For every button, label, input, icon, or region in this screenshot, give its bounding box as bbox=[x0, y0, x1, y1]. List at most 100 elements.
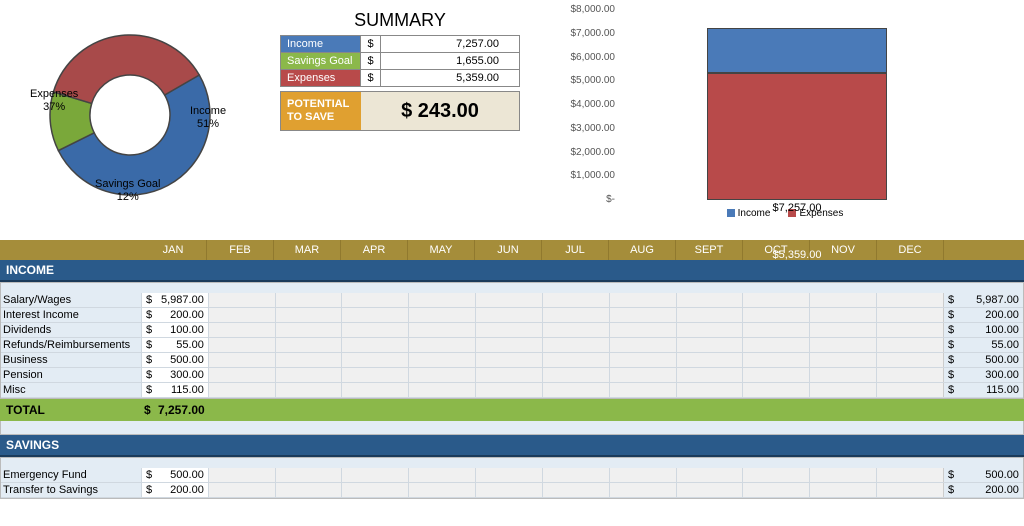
cell-empty[interactable] bbox=[876, 468, 943, 482]
cell-empty[interactable] bbox=[742, 383, 809, 397]
cell-empty[interactable] bbox=[809, 338, 876, 352]
cell-empty[interactable] bbox=[542, 353, 609, 367]
cell-empty[interactable] bbox=[809, 293, 876, 307]
cell-empty[interactable] bbox=[275, 383, 342, 397]
cell-empty[interactable] bbox=[208, 338, 275, 352]
cell-empty[interactable] bbox=[609, 323, 676, 337]
cell-empty[interactable] bbox=[742, 468, 809, 482]
cell-empty[interactable] bbox=[408, 383, 475, 397]
cell-empty[interactable] bbox=[676, 368, 743, 382]
cell-empty[interactable] bbox=[475, 308, 542, 322]
cell-empty[interactable] bbox=[676, 383, 743, 397]
cell-empty[interactable] bbox=[742, 293, 809, 307]
cell-empty[interactable] bbox=[609, 353, 676, 367]
cell-empty[interactable] bbox=[341, 338, 408, 352]
cell-empty[interactable] bbox=[876, 323, 943, 337]
cell-empty[interactable] bbox=[676, 323, 743, 337]
cell-empty[interactable] bbox=[208, 483, 275, 497]
cell-empty[interactable] bbox=[475, 338, 542, 352]
cell-jan[interactable]: $5,987.00 bbox=[141, 293, 208, 307]
cell-empty[interactable] bbox=[609, 308, 676, 322]
cell-empty[interactable] bbox=[676, 468, 743, 482]
cell-jan[interactable]: $200.00 bbox=[141, 308, 208, 322]
cell-empty[interactable] bbox=[609, 338, 676, 352]
cell-empty[interactable] bbox=[742, 483, 809, 497]
cell-empty[interactable] bbox=[341, 383, 408, 397]
cell-empty[interactable] bbox=[475, 353, 542, 367]
cell-empty[interactable] bbox=[408, 323, 475, 337]
cell-empty[interactable] bbox=[542, 383, 609, 397]
cell-jan[interactable]: $100.00 bbox=[141, 323, 208, 337]
cell-empty[interactable] bbox=[208, 353, 275, 367]
cell-jan[interactable]: $55.00 bbox=[141, 338, 208, 352]
cell-empty[interactable] bbox=[275, 468, 342, 482]
cell-empty[interactable] bbox=[475, 293, 542, 307]
cell-empty[interactable] bbox=[876, 353, 943, 367]
cell-empty[interactable] bbox=[876, 383, 943, 397]
cell-empty[interactable] bbox=[809, 323, 876, 337]
cell-empty[interactable] bbox=[341, 353, 408, 367]
cell-empty[interactable] bbox=[742, 323, 809, 337]
cell-jan[interactable]: $300.00 bbox=[141, 368, 208, 382]
cell-empty[interactable] bbox=[676, 293, 743, 307]
cell-empty[interactable] bbox=[275, 353, 342, 367]
cell-jan[interactable]: $500.00 bbox=[141, 468, 208, 482]
cell-jan[interactable]: $200.00 bbox=[141, 483, 208, 497]
cell-empty[interactable] bbox=[408, 483, 475, 497]
cell-empty[interactable] bbox=[809, 383, 876, 397]
cell-empty[interactable] bbox=[542, 293, 609, 307]
cell-empty[interactable] bbox=[609, 293, 676, 307]
cell-empty[interactable] bbox=[408, 368, 475, 382]
cell-empty[interactable] bbox=[275, 338, 342, 352]
cell-empty[interactable] bbox=[742, 338, 809, 352]
cell-empty[interactable] bbox=[809, 483, 876, 497]
cell-empty[interactable] bbox=[408, 468, 475, 482]
cell-empty[interactable] bbox=[742, 353, 809, 367]
cell-empty[interactable] bbox=[275, 308, 342, 322]
cell-empty[interactable] bbox=[208, 293, 275, 307]
cell-empty[interactable] bbox=[676, 308, 743, 322]
cell-empty[interactable] bbox=[408, 308, 475, 322]
cell-empty[interactable] bbox=[341, 483, 408, 497]
cell-empty[interactable] bbox=[809, 368, 876, 382]
cell-empty[interactable] bbox=[542, 483, 609, 497]
cell-empty[interactable] bbox=[809, 468, 876, 482]
cell-empty[interactable] bbox=[609, 483, 676, 497]
cell-empty[interactable] bbox=[208, 468, 275, 482]
cell-empty[interactable] bbox=[542, 308, 609, 322]
cell-empty[interactable] bbox=[475, 468, 542, 482]
cell-empty[interactable] bbox=[609, 383, 676, 397]
cell-empty[interactable] bbox=[876, 338, 943, 352]
cell-empty[interactable] bbox=[408, 353, 475, 367]
cell-empty[interactable] bbox=[341, 368, 408, 382]
cell-empty[interactable] bbox=[876, 368, 943, 382]
cell-empty[interactable] bbox=[609, 368, 676, 382]
cell-empty[interactable] bbox=[542, 368, 609, 382]
cell-empty[interactable] bbox=[542, 338, 609, 352]
cell-empty[interactable] bbox=[542, 323, 609, 337]
cell-empty[interactable] bbox=[475, 323, 542, 337]
cell-empty[interactable] bbox=[275, 323, 342, 337]
cell-empty[interactable] bbox=[475, 483, 542, 497]
cell-empty[interactable] bbox=[676, 338, 743, 352]
cell-empty[interactable] bbox=[475, 368, 542, 382]
cell-empty[interactable] bbox=[609, 468, 676, 482]
cell-empty[interactable] bbox=[208, 368, 275, 382]
cell-empty[interactable] bbox=[742, 308, 809, 322]
cell-empty[interactable] bbox=[408, 338, 475, 352]
cell-empty[interactable] bbox=[876, 308, 943, 322]
cell-empty[interactable] bbox=[676, 483, 743, 497]
cell-jan[interactable]: $500.00 bbox=[141, 353, 208, 367]
cell-empty[interactable] bbox=[809, 353, 876, 367]
cell-empty[interactable] bbox=[676, 353, 743, 367]
cell-empty[interactable] bbox=[876, 293, 943, 307]
cell-empty[interactable] bbox=[275, 368, 342, 382]
cell-empty[interactable] bbox=[208, 323, 275, 337]
cell-empty[interactable] bbox=[809, 308, 876, 322]
cell-empty[interactable] bbox=[275, 293, 342, 307]
cell-empty[interactable] bbox=[475, 383, 542, 397]
cell-empty[interactable] bbox=[341, 308, 408, 322]
cell-empty[interactable] bbox=[408, 293, 475, 307]
cell-empty[interactable] bbox=[275, 483, 342, 497]
cell-empty[interactable] bbox=[208, 308, 275, 322]
